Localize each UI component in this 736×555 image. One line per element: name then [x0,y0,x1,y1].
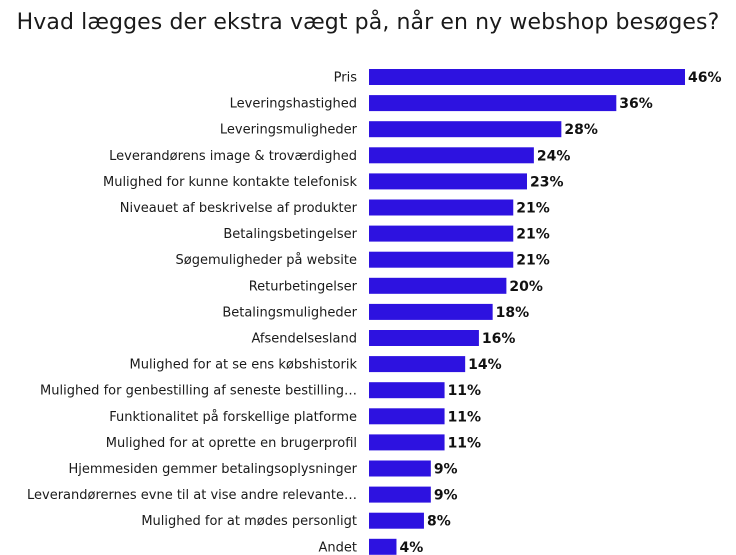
category-label: Mulighed for kunne kontakte telefonisk [103,175,357,190]
category-label: Hjemmesiden gemmer betalingsoplysninger [68,462,357,477]
bar [369,277,507,294]
category-label: Leverandørens image & troværdighed [109,149,357,164]
category-label: Søgemuligheder på website [175,253,357,268]
category-label: Returbetingelser [249,279,358,294]
value-label: 18% [496,305,530,321]
category-label: Leveringsmuligheder [220,123,358,138]
bar [369,408,445,425]
bar [369,95,617,112]
bar [369,382,445,399]
value-label: 20% [509,279,543,295]
category-label: Funktionalitet på forskellige platforme [109,410,357,425]
bar [369,303,493,320]
category-label: Leverandørernes evne til at vise andre r… [27,488,357,503]
category-label: Betalingsmuligheder [222,305,357,320]
bar [369,225,514,242]
value-label: 11% [448,409,482,425]
category-label: Afsendelsesland [252,332,358,347]
value-label: 9% [434,488,458,504]
category-label: Mulighed for at oprette en brugerprofil [106,436,357,451]
value-label: 14% [468,357,502,373]
bar [369,486,431,503]
category-label: Leveringshastighed [230,97,357,112]
bar [369,356,466,373]
bar [369,147,534,164]
chart-title: Hvad lægges der ekstra vægt på, når en n… [16,10,720,35]
category-label: Mulighed for at se ens købshistorik [130,358,358,373]
category-label: Mulighed for genbestilling af seneste be… [40,384,357,399]
category-label: Mulighed for at mødes personligt [141,514,357,529]
value-label: 24% [537,148,571,164]
category-label: Niveauet af beskrivelse af produkter [120,201,358,216]
bar [369,173,527,190]
bar [369,330,479,346]
value-label: 11% [448,435,482,451]
category-label: Andet [319,540,357,555]
value-label: 9% [434,462,458,478]
category-label: Pris [334,71,358,86]
bar [369,251,514,268]
value-label: 28% [564,122,598,138]
bar [369,434,445,451]
bar [369,121,562,138]
bar [369,69,685,85]
value-label: 46% [688,70,722,86]
value-label: 36% [619,96,653,112]
bar [369,460,431,477]
value-label: 21% [516,201,550,217]
value-label: 11% [448,383,482,399]
bar [369,512,424,529]
bar [369,538,397,555]
bar [369,199,514,216]
value-label: 4% [399,540,423,555]
value-label: 23% [530,174,564,190]
value-label: 8% [427,514,451,530]
value-label: 21% [516,253,550,269]
value-label: 21% [516,227,550,243]
category-label: Betalingsbetingelser [223,227,357,242]
value-label: 16% [482,331,516,347]
